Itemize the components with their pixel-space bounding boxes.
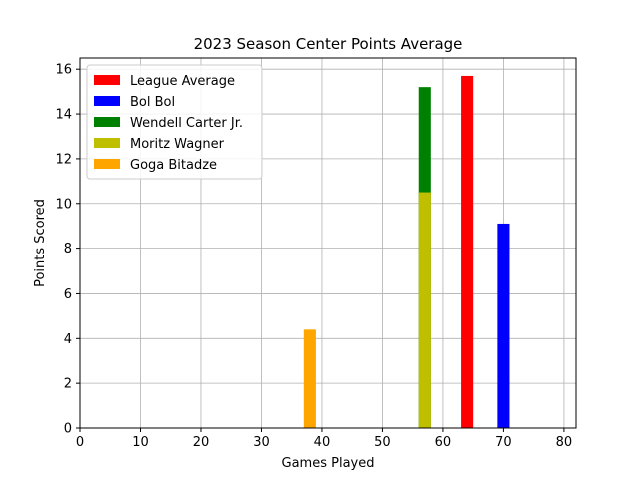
x-axis-title: Games Played xyxy=(282,456,375,471)
x-tick-label: 10 xyxy=(132,435,149,450)
y-tick-label: 6 xyxy=(64,287,72,302)
x-tick-label: 50 xyxy=(374,435,391,450)
y-axis-title: Points Scored xyxy=(33,199,48,287)
y-tick-label: 10 xyxy=(55,197,72,212)
y-tick-label: 12 xyxy=(55,152,72,167)
legend: League Average Bol Bol Wendell Carter Jr. M… xyxy=(86,64,263,180)
x-tick-label: 80 xyxy=(556,435,573,450)
y-tick-label: 14 xyxy=(55,108,72,123)
y-axis: 0 2 4 6 8 10 12 14 16 xyxy=(55,63,80,437)
plot-frame xyxy=(79,57,577,429)
legend-swatch xyxy=(94,138,120,148)
y-tick-label: 16 xyxy=(55,63,72,78)
x-tick-label: 60 xyxy=(435,435,452,450)
legend-swatch xyxy=(94,75,120,85)
x-axis: 0 10 20 30 40 50 60 70 80 xyxy=(76,428,572,450)
legend-frame xyxy=(86,64,263,180)
x-tick-label: 20 xyxy=(193,435,210,450)
bar-moritz-wagner xyxy=(418,192,431,428)
y-tick-label: 8 xyxy=(64,242,72,257)
x-tick-label: 0 xyxy=(76,435,84,450)
legend-swatch xyxy=(94,96,120,106)
bar-bol-bol xyxy=(497,223,510,428)
legend-label: Goga Bitadze xyxy=(130,158,217,173)
bar-goga-bitadze xyxy=(303,329,316,428)
legend-swatch xyxy=(94,117,120,127)
x-tick-label: 30 xyxy=(253,435,270,450)
y-tick-label: 4 xyxy=(64,332,72,347)
y-tick-label: 0 xyxy=(64,422,72,437)
legend-label: Wendell Carter Jr. xyxy=(130,116,243,131)
x-tick-label: 40 xyxy=(314,435,331,450)
y-tick-label: 2 xyxy=(64,377,72,392)
legend-label: Moritz Wagner xyxy=(130,137,225,152)
legend-label: League Average xyxy=(130,74,235,89)
x-tick-label: 70 xyxy=(495,435,512,450)
chart-title: 2023 Season Center Points Average xyxy=(194,35,463,53)
legend-label: Bol Bol xyxy=(130,95,175,110)
bar-league-average xyxy=(461,75,474,428)
bars xyxy=(303,75,510,428)
legend-swatch xyxy=(94,159,120,169)
